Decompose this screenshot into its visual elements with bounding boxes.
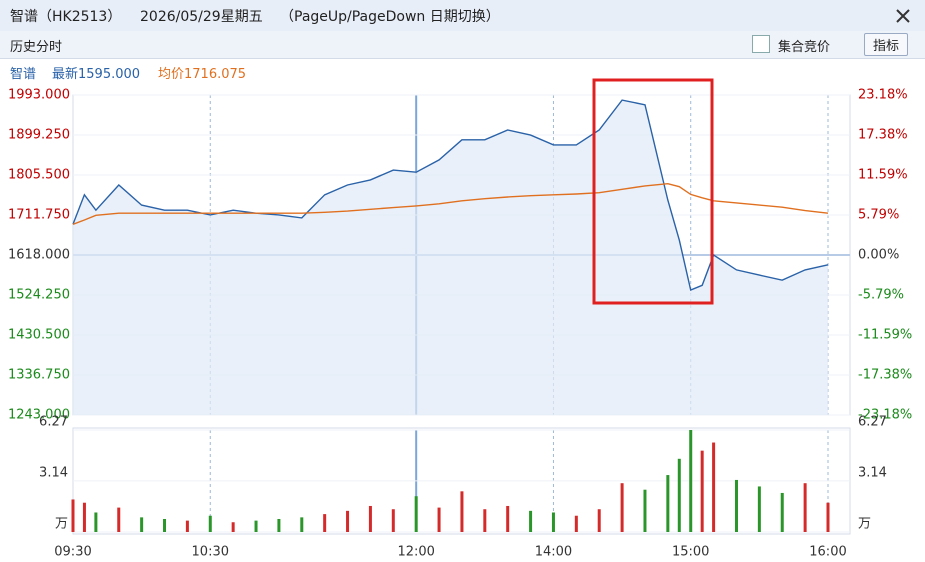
date: 2026/05/29星期五 xyxy=(140,9,263,25)
volume-bar xyxy=(757,486,761,532)
volume-bar xyxy=(597,509,601,532)
price-line xyxy=(72,99,829,291)
latest-price: 最新1595.000 xyxy=(52,67,141,82)
volume-bar xyxy=(117,507,121,532)
indicator-button[interactable]: 指标 xyxy=(864,33,909,56)
volume-bar xyxy=(254,520,258,532)
volume-bar xyxy=(460,491,464,532)
y2-tick-label: 万 xyxy=(858,517,871,532)
volume-bar xyxy=(231,522,235,532)
y-tick-label: 万 xyxy=(55,517,68,532)
volume-bar xyxy=(300,517,304,532)
y-tick-label: 1618.000 xyxy=(8,248,70,263)
y-tick-label: 3.14 xyxy=(39,465,68,480)
volume-bar xyxy=(689,430,693,532)
y-tick-label: 1899.250 xyxy=(8,128,70,143)
y-tick-label: 1805.500 xyxy=(8,168,70,183)
volume-bar xyxy=(826,502,830,532)
x-tick-label: 15:00 xyxy=(672,545,709,560)
volume-bar xyxy=(700,450,704,532)
y2-tick-label: 17.38% xyxy=(858,128,908,143)
volume-bar xyxy=(71,499,75,532)
volume-bar xyxy=(574,515,578,532)
y2-tick-label: -5.79% xyxy=(858,287,904,302)
volume-bar xyxy=(506,505,510,532)
y-tick-label: 1430.500 xyxy=(8,328,70,343)
volume-bar xyxy=(368,505,372,532)
volume-bar xyxy=(734,479,738,532)
y-tick-label: 1993.000 xyxy=(8,88,70,103)
y-tick-label: 1524.250 xyxy=(8,288,70,303)
price-line xyxy=(72,182,829,225)
volume-bar xyxy=(712,442,716,532)
volume-bar xyxy=(780,492,784,532)
x-tick-label: 09:30 xyxy=(54,545,91,560)
volume-bar xyxy=(803,483,807,532)
volume-frame xyxy=(72,427,851,535)
title: 智谱（HK2513） xyxy=(10,9,122,25)
x-tick-label: 12:00 xyxy=(397,545,434,560)
auction-label[interactable]: 集合竞价 xyxy=(778,40,831,55)
y2-tick-label: -23.18% xyxy=(858,408,912,423)
volume-bar xyxy=(643,489,647,532)
y-tick-label: 1711.750 xyxy=(8,208,70,223)
y-tick-label: 1243.000 xyxy=(8,408,70,423)
y-tick-label: 1336.750 xyxy=(8,368,70,383)
volume-bar xyxy=(529,510,533,532)
volume-bar xyxy=(437,507,441,532)
volume-bar xyxy=(414,496,418,532)
volume-bar xyxy=(185,520,189,532)
toolbar: 历史分时 集合竞价 指标 xyxy=(0,31,925,59)
volume-bar xyxy=(94,512,98,532)
y2-tick-label: 3.14 xyxy=(858,465,887,480)
area-fill xyxy=(73,100,828,415)
x-tick-label: 14:00 xyxy=(535,545,572,560)
x-tick-label: 16:00 xyxy=(809,545,846,560)
stock-name: 智谱 xyxy=(10,67,37,82)
y2-tick-label: 23.18% xyxy=(858,88,908,103)
y-tick-label: 6.27 xyxy=(39,415,68,430)
average-price: 均价1716.075 xyxy=(158,67,247,82)
y2-tick-label: 5.79% xyxy=(858,208,899,223)
volume-bar xyxy=(551,512,555,532)
y2-tick-label: -17.38% xyxy=(858,367,912,382)
close-button[interactable] xyxy=(894,7,912,25)
hint: （PageUp/PageDown 日期切换） xyxy=(280,9,500,25)
highlight-box xyxy=(592,78,714,305)
volume-bar xyxy=(666,475,670,532)
volume-bar xyxy=(277,518,281,532)
title-bar: 智谱（HK2513） 2026/05/29星期五 （PageUp/PageDow… xyxy=(0,0,925,32)
volume-bar xyxy=(391,509,395,532)
mode-label: 历史分时 xyxy=(10,40,63,55)
auction-checkbox[interactable] xyxy=(752,35,770,53)
y2-tick-label: -11.59% xyxy=(858,328,912,343)
volume-bar xyxy=(208,515,212,532)
volume-bar xyxy=(323,514,327,532)
y2-tick-label: 6.27 xyxy=(858,415,887,430)
volume-bar xyxy=(677,458,681,532)
volume-bar xyxy=(82,502,86,532)
volume-bar xyxy=(346,510,350,532)
volume-bar xyxy=(163,518,167,532)
info-bar: 智谱 最新1595.000 均价1716.075 xyxy=(0,58,925,84)
price-frame xyxy=(72,94,851,416)
volume-bar xyxy=(620,483,624,532)
y2-tick-label: 11.59% xyxy=(858,168,908,183)
volume-bar xyxy=(483,509,487,532)
x-tick-label: 10:30 xyxy=(192,545,229,560)
y2-tick-label: 0.00% xyxy=(858,248,899,263)
volume-bar xyxy=(140,517,144,532)
